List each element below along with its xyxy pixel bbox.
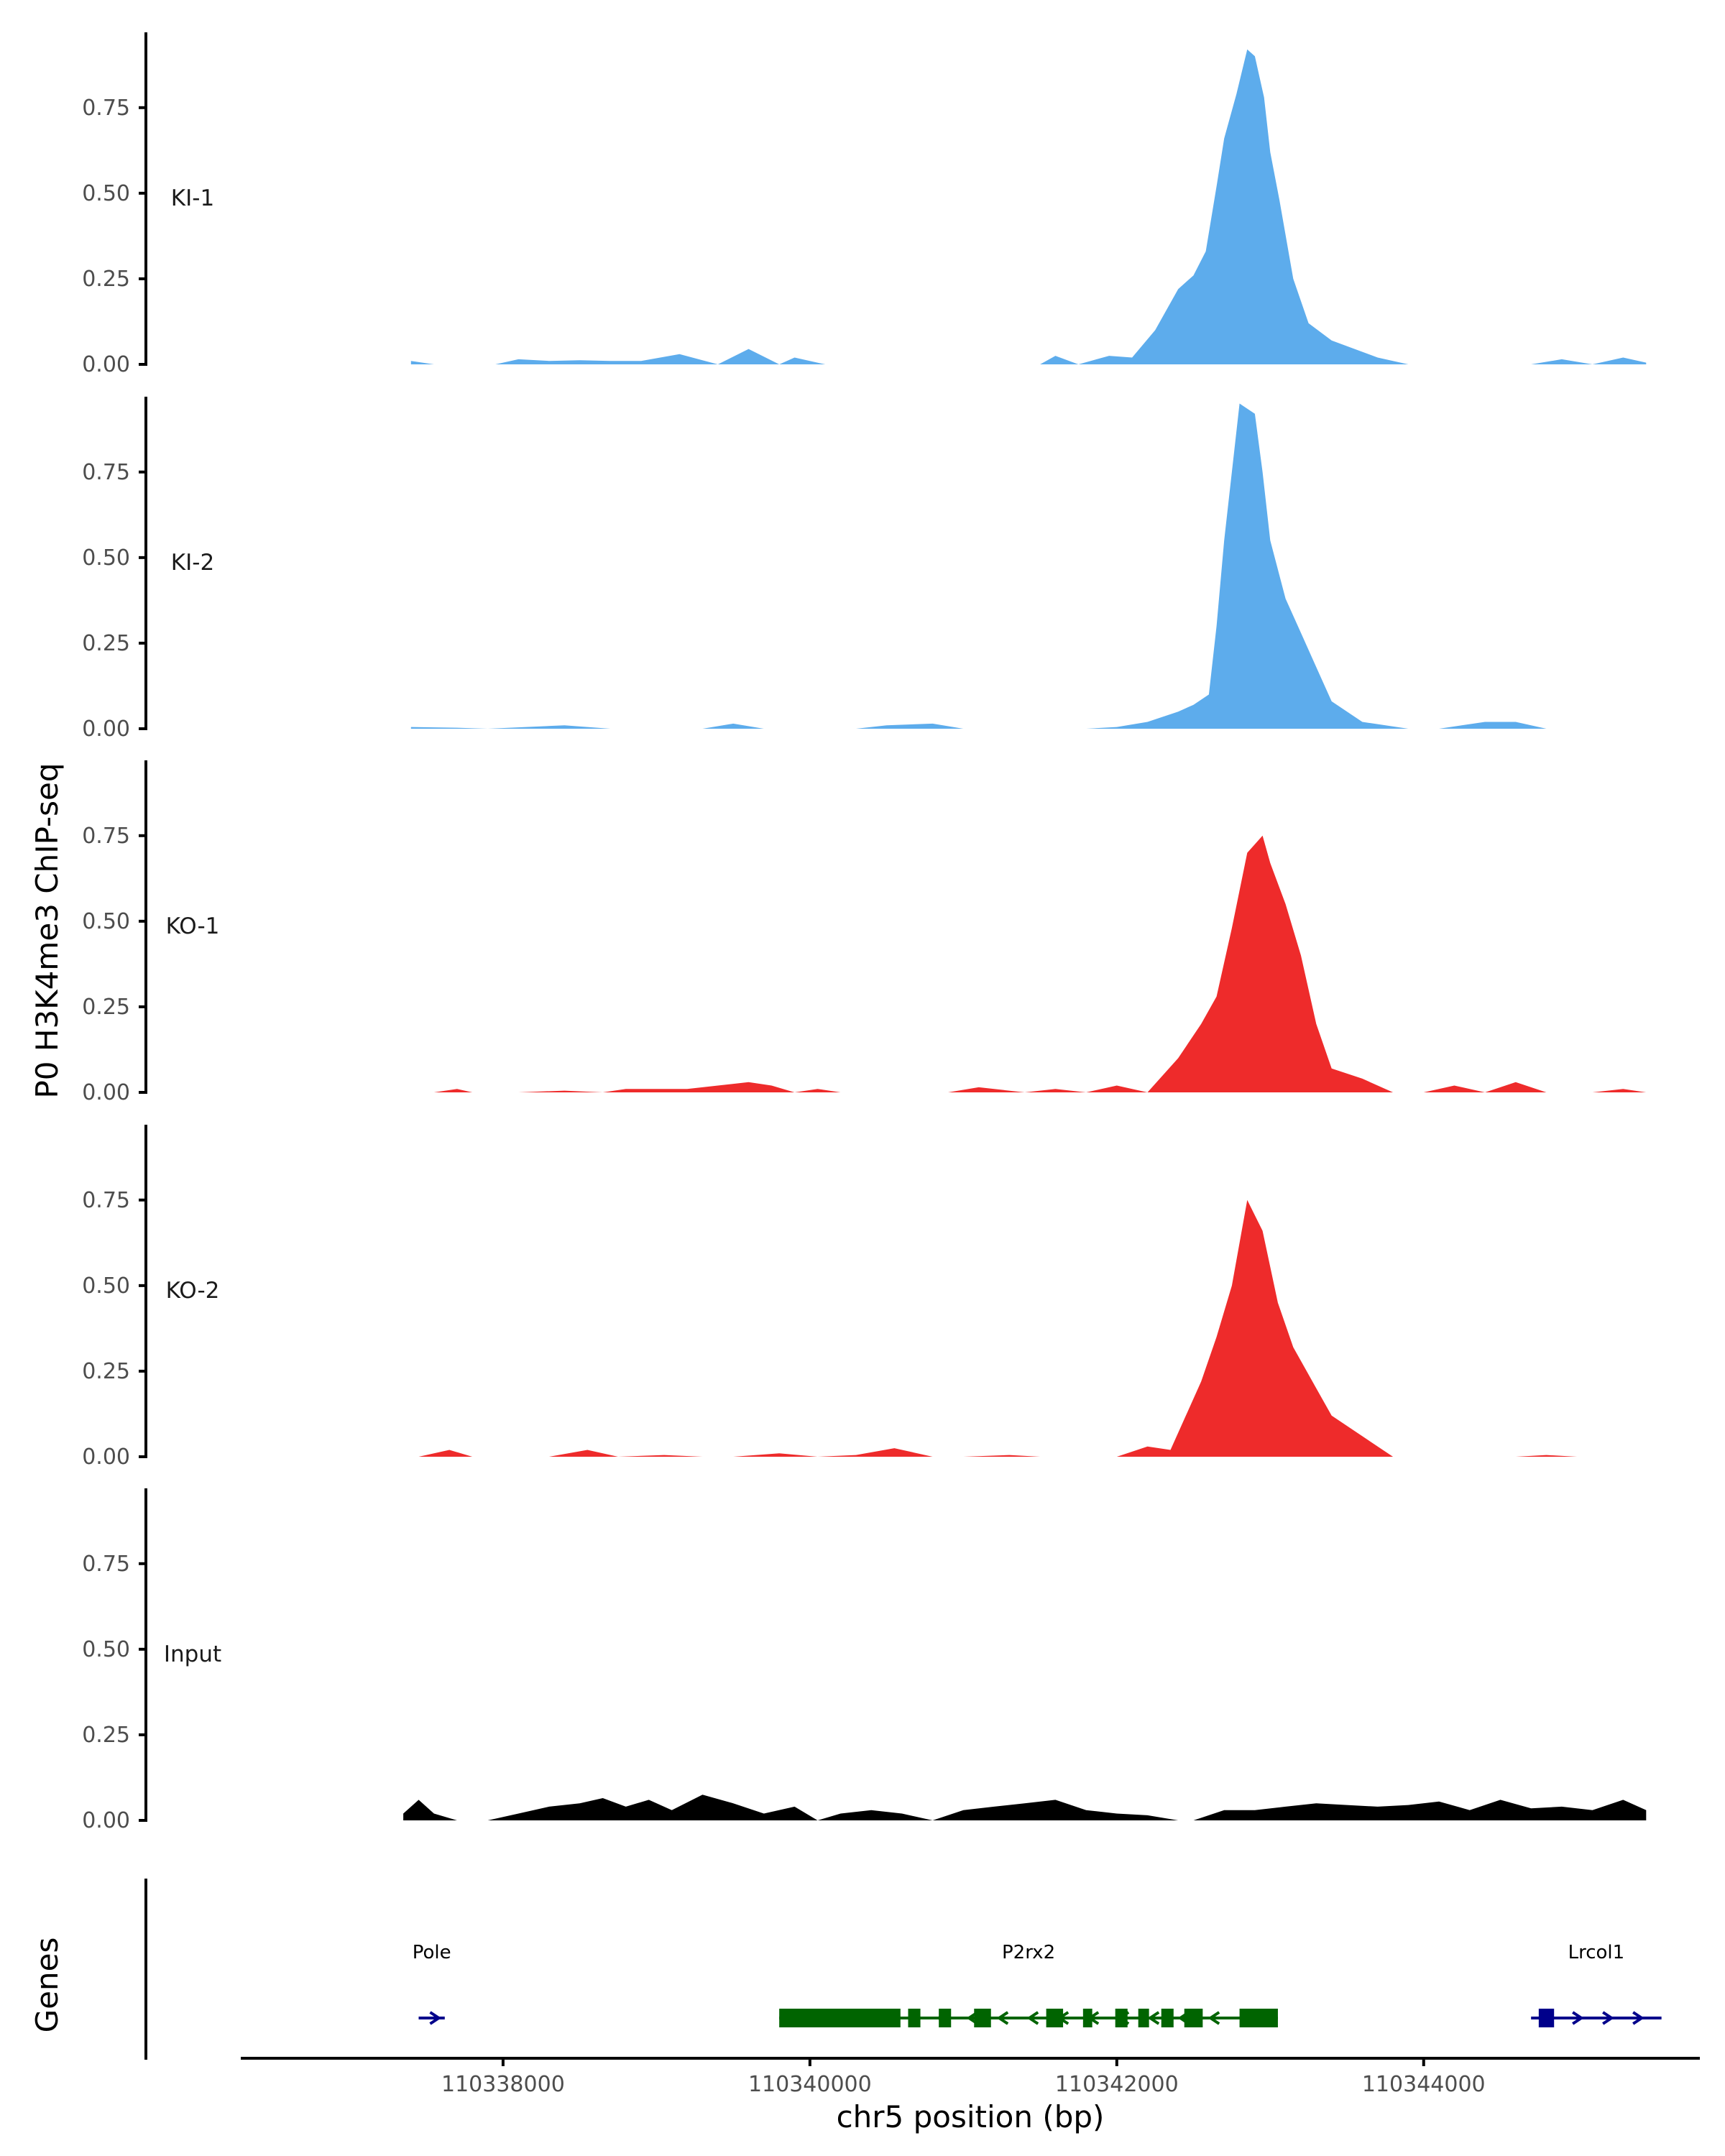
coverage-area-input [403,1795,1647,1820]
y-tick-label: 0.50 [82,909,130,934]
exon [908,2009,921,2027]
x-tick-label: 110338000 [441,2072,565,2097]
track-input: 0.00 0.25 0.50 0.75 Input [82,1488,1647,1833]
strand-arrow [1026,2011,1039,2025]
coverage-area-ko-1 [433,835,1647,1092]
y-tick-label: 0.25 [82,1359,130,1384]
y-tick-label: 0.50 [82,181,130,206]
y-tick-label: 0.25 [82,995,130,1020]
strand-arrow [996,2011,1009,2025]
strand-arrow [1632,2011,1644,2025]
exon [779,2009,901,2027]
x-tick-label: 110342000 [1055,2072,1179,2097]
coverage-area-ko-2 [418,1199,1608,1457]
gene-label: Lrcol1 [1568,1942,1625,1963]
x-tick-label: 110340000 [748,2072,872,2097]
exon [939,2009,952,2027]
track-label: KI-2 [171,550,214,576]
strand-arrow [1208,2011,1220,2025]
strand-arrow [1147,2011,1160,2025]
gene-label: P2rx2 [1002,1942,1055,1963]
y-tick-label: 0.00 [82,1080,130,1105]
y-tick-label: 0.00 [82,352,130,377]
y-tick-label: 0.25 [82,267,130,292]
track-label: KO-1 [166,913,220,939]
y-tick-label: 0.25 [82,1723,130,1748]
y-tick-label: 0.75 [82,96,130,121]
track-label: Input [164,1641,221,1667]
strand-arrow [1572,2011,1584,2025]
x-tick-label: 110344000 [1362,2072,1486,2097]
gene-lrcol1: Lrcol1 [1531,1942,1662,2027]
strand-arrow [1602,2011,1614,2025]
exon [1138,2009,1149,2027]
y-tick-label: 0.25 [82,631,130,656]
y-tick-label: 0.00 [82,1445,130,1470]
gene-p2rx2: P2rx2 [779,1942,1278,2027]
y-axis-title: P0 H3K4me3 ChIP-seq [29,763,65,1098]
y-tick-label: 0.50 [82,545,130,571]
y-tick-label: 0.75 [82,1188,130,1213]
track-label: KI-1 [171,185,214,211]
exon [1161,2009,1174,2027]
gene-label: Pole [413,1942,451,1963]
track-ki-1: 0.00 0.25 0.50 0.75 KI-1 [82,32,1647,377]
exon [974,2009,991,2027]
coverage-tracks: 0.00 0.25 0.50 0.75 KI-1 0.00 0.25 0.50 0.75 KI-2… [82,32,1647,1833]
exon [1115,2009,1128,2027]
y-tick-label: 0.75 [82,824,130,849]
y-tick-label: 0.00 [82,717,130,742]
y-tick-label: 0.50 [82,1637,130,1662]
x-axis: 110338000 110340000 110342000 110344000 [241,2057,1700,2097]
coverage-area-ki-1 [410,49,1647,365]
genes-axis-title: Genes [29,1938,65,2033]
y-tick-label: 0.50 [82,1273,130,1299]
y-tick-label: 0.00 [82,1808,130,1833]
track-ko-2: 0.00 0.25 0.50 0.75 KO-2 [82,1125,1608,1470]
track-label: KO-2 [166,1278,220,1304]
gene-pole: Pole [413,1942,451,2025]
track-ki-2: 0.00 0.25 0.50 0.75 KI-2 [82,397,1593,742]
x-axis-title: chr5 position (bp) [837,2099,1105,2134]
track-ko-1: 0.00 0.25 0.50 0.75 KO-1 [82,760,1647,1105]
gene-annotation-track: Pole P2rx2 Lrcol1 [144,1879,1662,2060]
exon [1538,2009,1555,2027]
exon [1046,2009,1064,2027]
y-tick-label: 0.75 [82,460,130,485]
exon [1082,2009,1092,2027]
y-tick-label: 0.75 [82,1552,130,1577]
coverage-area-ki-2 [410,403,1593,729]
strand-arrow [429,2011,442,2025]
exon [1239,2009,1278,2027]
exon [1184,2009,1203,2027]
